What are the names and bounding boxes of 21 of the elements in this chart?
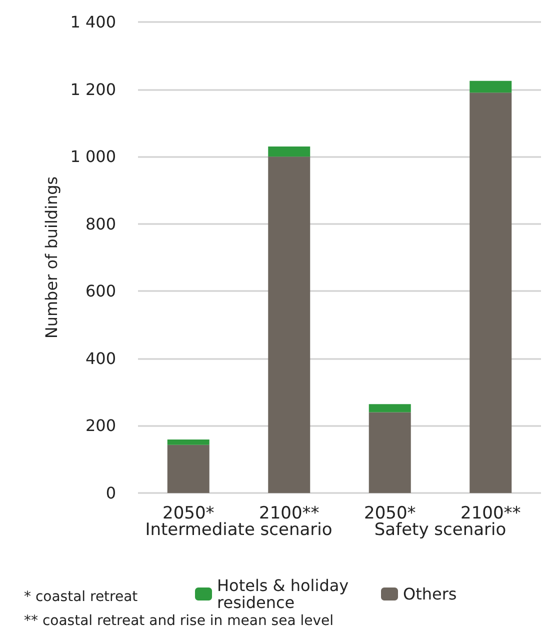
y-axis-title: Number of buildings [42, 176, 61, 339]
bar [268, 156, 310, 493]
bar [470, 92, 512, 493]
bar [167, 440, 210, 445]
text: * coastal retreat [24, 589, 138, 605]
legend-label: Others [403, 584, 457, 604]
bar [268, 146, 310, 157]
y-tick-label: 1 400 [70, 12, 116, 32]
y-tick-label: 600 [85, 282, 116, 301]
y-tick-label: 0 [106, 484, 116, 502]
y-tick-label: 400 [85, 348, 116, 368]
legend-label: Hotels & holiday residence [217, 576, 354, 612]
bar [470, 80, 512, 93]
y-tick-label: 1 200 [70, 80, 116, 99]
bar [368, 412, 411, 493]
y-tick-label: 200 [85, 416, 116, 436]
bar [167, 444, 210, 493]
text: ** coastal retreat and rise in mean sea level [24, 613, 334, 629]
y-tick-label: 1 000 [70, 147, 116, 166]
y-tick-label: 800 [85, 214, 116, 234]
bar [368, 404, 411, 412]
